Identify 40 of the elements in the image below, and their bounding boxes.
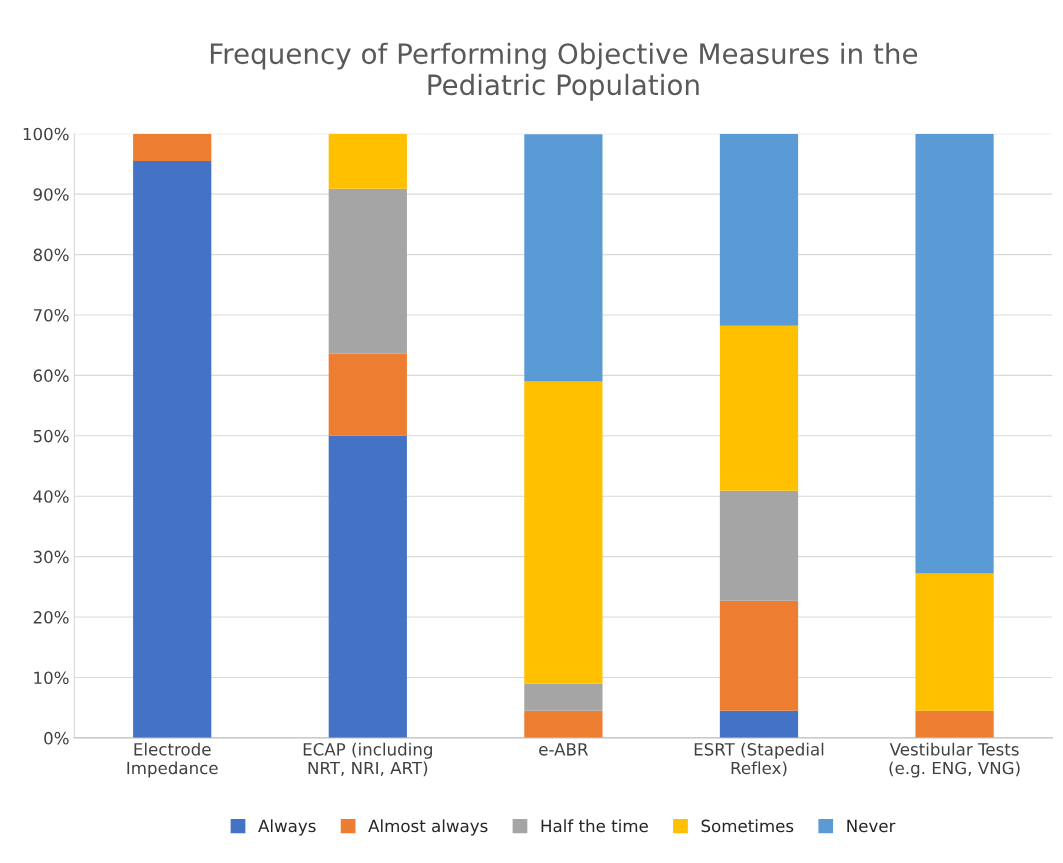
y-tick-label: 60% <box>33 369 69 382</box>
bar <box>524 381 603 684</box>
bar <box>915 710 994 738</box>
bar <box>719 490 799 601</box>
bar <box>524 683 603 711</box>
y-tick-label: 90% <box>33 188 69 201</box>
y-tick-label: 50% <box>33 429 69 443</box>
x-tick-label: Electrode Impedance <box>127 742 218 778</box>
legend-label: Never <box>847 819 896 833</box>
bar <box>719 325 799 491</box>
bar <box>133 133 212 161</box>
y-tick-label: 30% <box>33 550 69 564</box>
y-tick-label: 40% <box>33 490 69 503</box>
y-tick-label: 100% <box>23 127 69 141</box>
bar <box>524 134 603 382</box>
x-tick-label: ECAP (including NRT, NRI, ART) <box>303 742 432 777</box>
y-tick-label: 10% <box>34 671 69 685</box>
bar <box>915 573 994 711</box>
bar <box>719 600 799 711</box>
bar <box>915 133 994 574</box>
legend-label: Almost always <box>368 819 488 836</box>
legend-label: Sometimes <box>701 819 794 833</box>
y-tick-label: 70% <box>33 308 69 322</box>
y-tick-label: 20% <box>33 611 69 624</box>
chart-title: Frequency of Performing Objective Measures in the Pediatric Population <box>210 42 918 101</box>
x-tick-label: Vestibular Tests (e.g. ENG, VNG) <box>889 742 1020 778</box>
bar <box>524 710 603 738</box>
legend-label: Half the time <box>541 819 648 833</box>
x-tick-label: ESRT (Stapedial Reflex) <box>694 742 824 777</box>
bar <box>719 710 799 738</box>
bar <box>133 160 212 738</box>
bar <box>328 435 407 738</box>
bar <box>328 133 407 189</box>
y-tick-label: 80% <box>33 248 69 262</box>
bar <box>328 353 407 436</box>
x-tick-label: e-ABR <box>539 743 589 756</box>
bar <box>328 188 407 354</box>
legend-label: Always <box>258 819 316 836</box>
bar <box>719 133 799 326</box>
y-tick-label: 0% <box>44 731 69 745</box>
